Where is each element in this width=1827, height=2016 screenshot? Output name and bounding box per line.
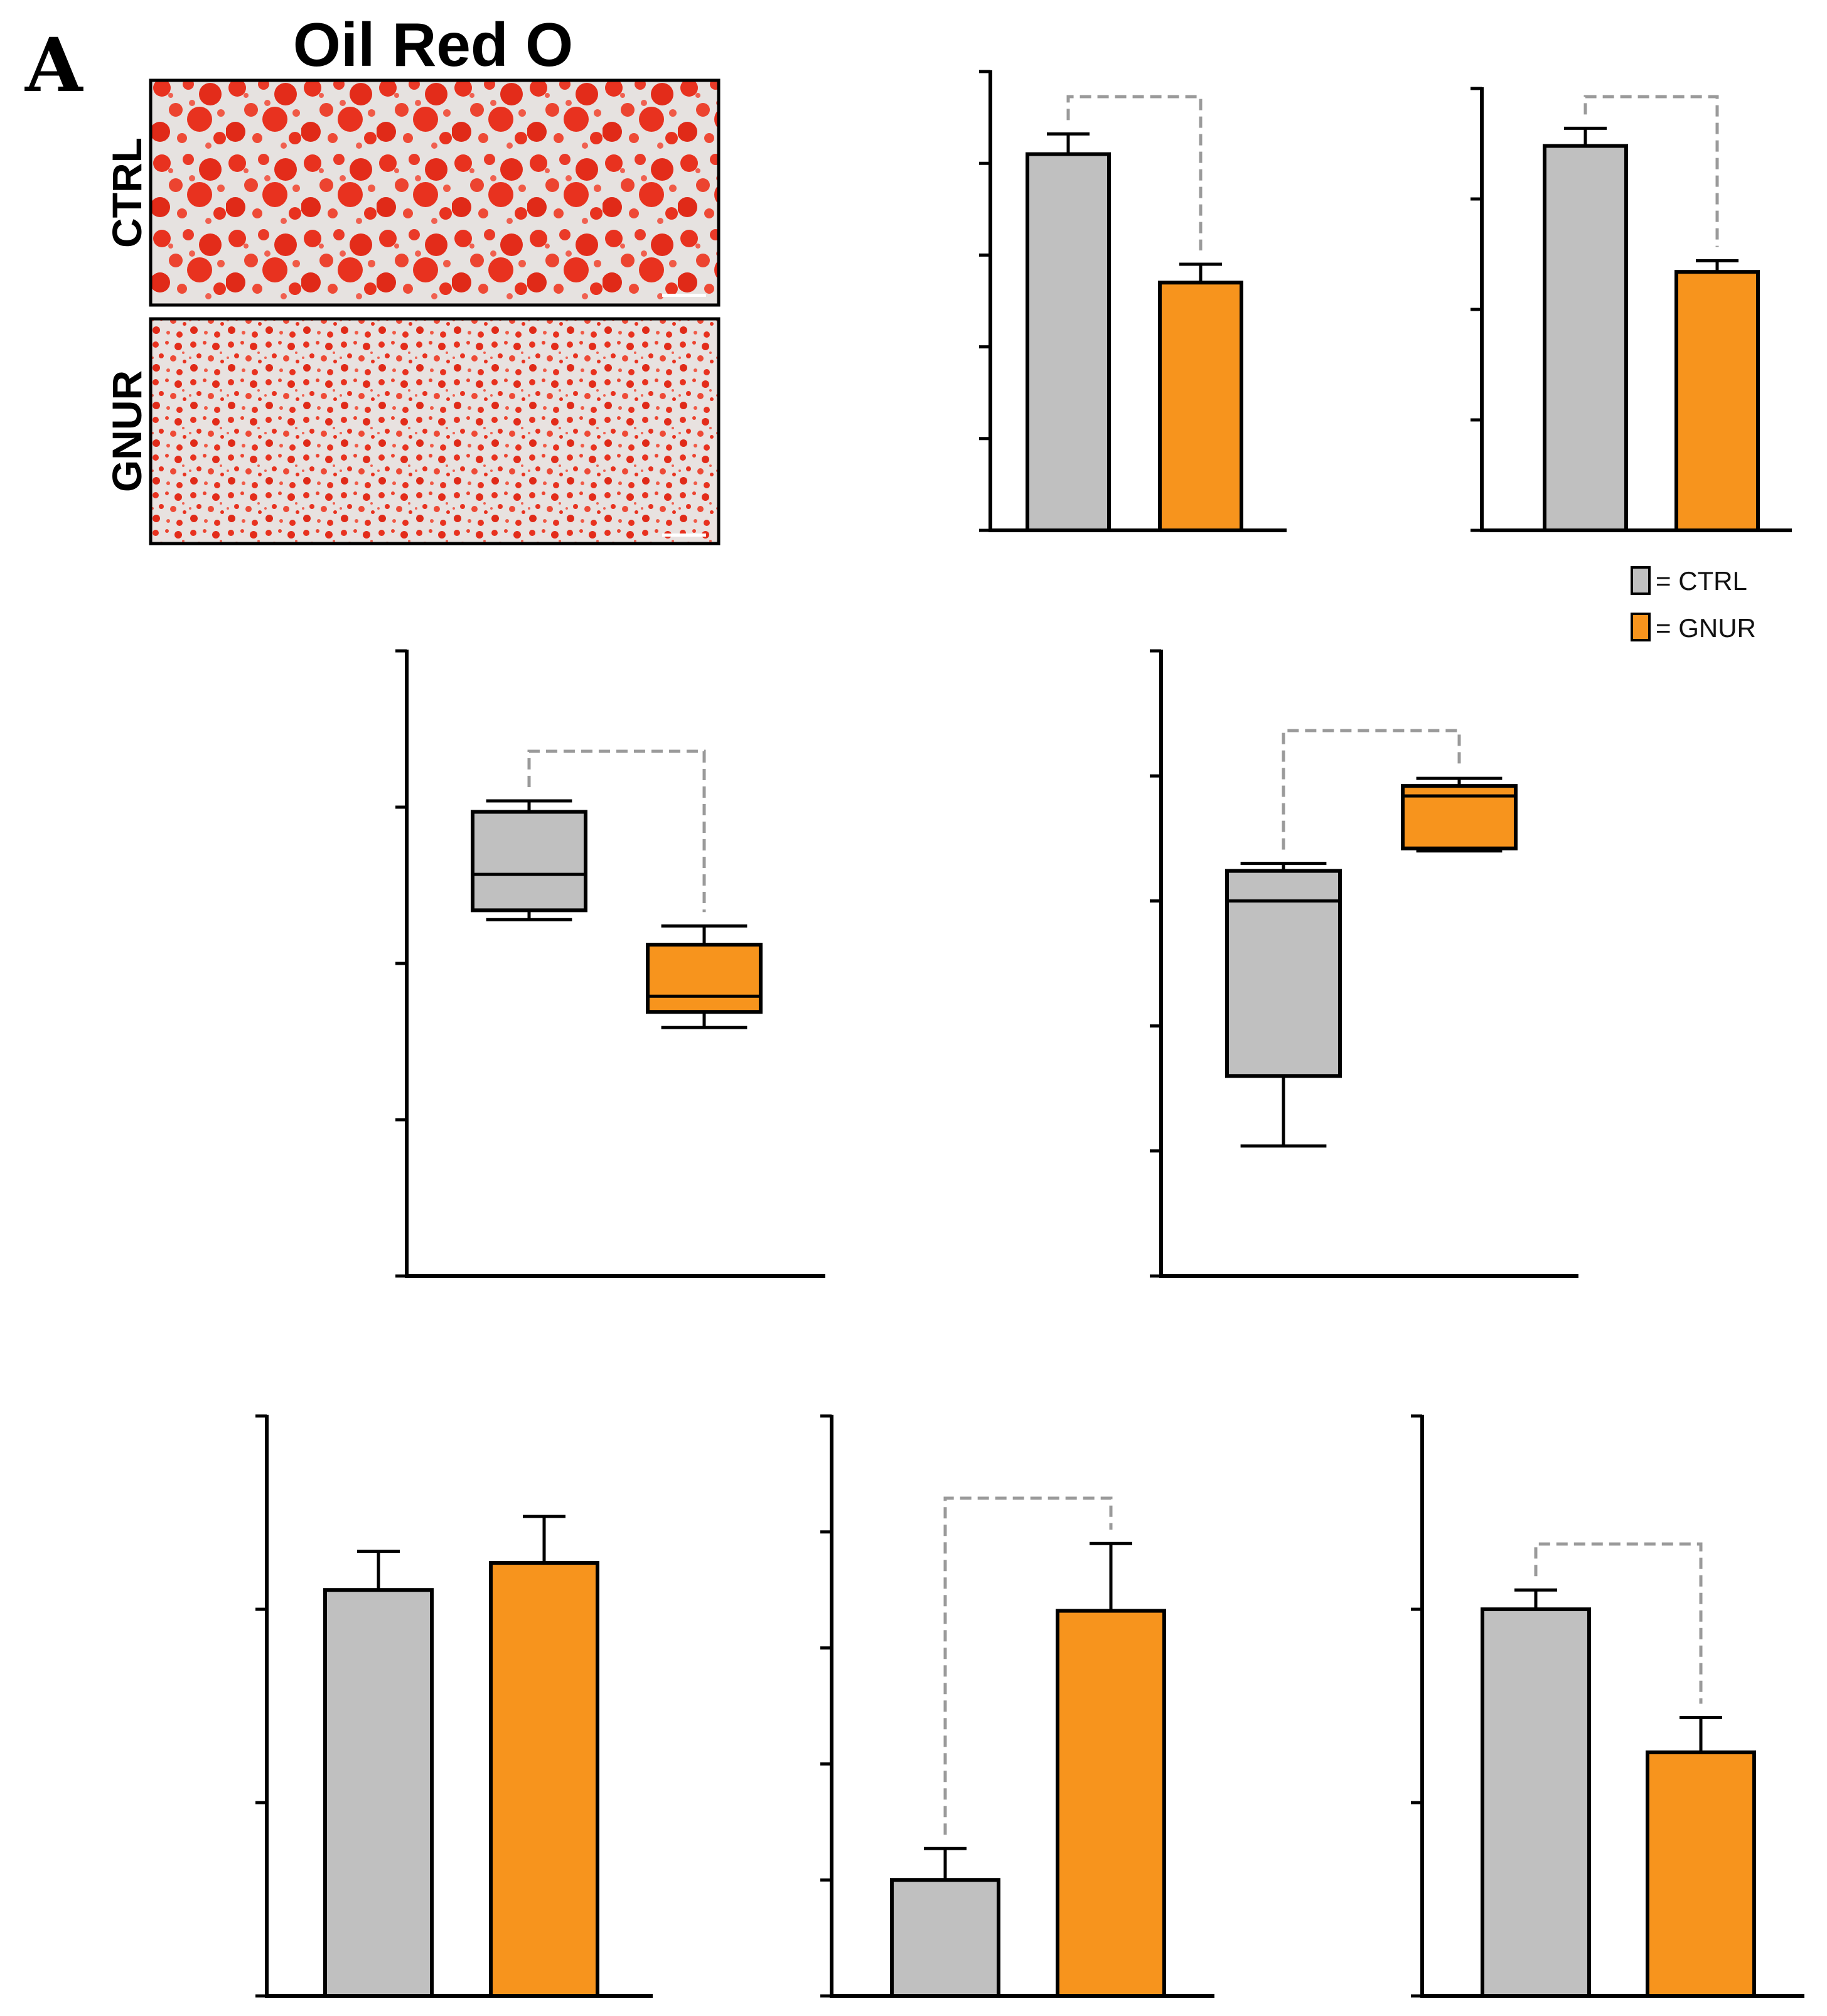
bar-gnur — [1158, 281, 1243, 532]
box-gnur — [646, 943, 763, 1014]
significance-bracket — [1583, 95, 1719, 247]
significance-bracket — [1066, 95, 1203, 251]
chart-c — [1471, 87, 1792, 532]
chart-d1 — [395, 649, 825, 1278]
bar-ctrl — [1026, 152, 1111, 532]
significance-bracket — [943, 1496, 1113, 1835]
legend-label-ctrl: = CTRL — [1656, 566, 1747, 596]
micrograph-ctrl — [149, 78, 721, 307]
significance-bracket — [527, 749, 706, 913]
chart-b — [979, 70, 1287, 532]
micrograph-gnur — [149, 317, 721, 545]
legend-swatch-ctrl — [1631, 566, 1651, 595]
bar-gnur — [1056, 1609, 1166, 1998]
bar-ctrl — [890, 1878, 1000, 1998]
box-ctrl — [1225, 869, 1342, 1078]
charts — [255, 70, 1804, 1998]
significance-bracket — [1282, 729, 1461, 850]
oil-red-o-title: Oil Red O — [293, 10, 574, 79]
row-label-gnur: GNUR — [104, 370, 150, 492]
chart-e2 — [820, 1414, 1214, 1998]
bar-gnur — [1646, 1750, 1756, 1998]
row-label-ctrl: CTRL — [104, 137, 150, 248]
chart-e1 — [255, 1414, 653, 1998]
legend-label-gnur: = GNUR — [1656, 613, 1756, 643]
panel-letter-a: A — [24, 21, 83, 109]
bar-gnur — [489, 1561, 599, 1998]
chart-d2 — [1150, 649, 1578, 1278]
bar-ctrl — [1481, 1607, 1591, 1998]
legend: = CTRL = GNUR — [1631, 566, 1756, 643]
box-ctrl — [471, 810, 587, 913]
chart-e3 — [1411, 1414, 1804, 1998]
bar-gnur — [1674, 270, 1760, 532]
bar-ctrl — [323, 1588, 434, 1998]
panel-a: A Oil Red O CTRL GNUR — [24, 10, 721, 545]
legend-swatch-gnur — [1631, 613, 1651, 641]
bar-ctrl — [1543, 144, 1628, 532]
significance-bracket — [1534, 1542, 1703, 1704]
